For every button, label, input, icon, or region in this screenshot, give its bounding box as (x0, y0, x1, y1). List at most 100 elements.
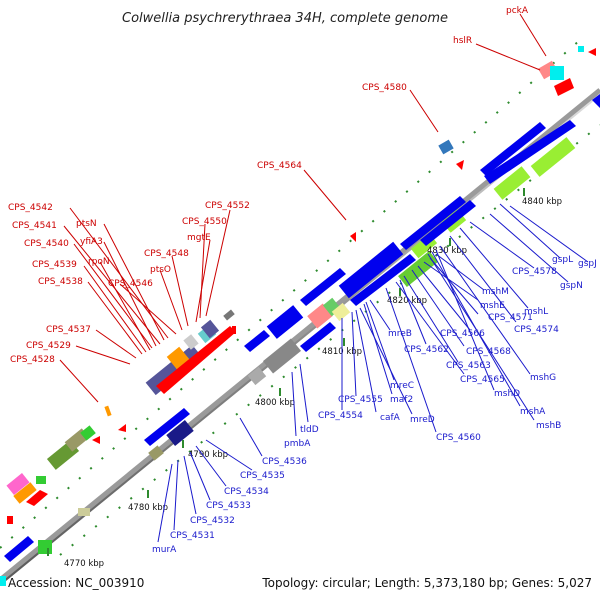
gene-label: CPS_4568 (466, 347, 511, 357)
gene-label: murA (152, 545, 177, 555)
track-inner-dots (59, 124, 600, 556)
gene-arrow (92, 436, 100, 444)
gene-label: mreB (388, 329, 412, 339)
gene-label: maf2 (390, 395, 413, 405)
gene-label: CPS_4529 (26, 341, 71, 351)
scale-label: 4780 kbp (128, 503, 168, 513)
gene-label: CPS_4555 (338, 395, 383, 405)
gene-label: CPS_4564 (257, 161, 302, 171)
gene-label: pckA (506, 6, 529, 16)
gene-block (166, 420, 194, 446)
gene-block (338, 241, 404, 299)
scale-label: 4830 kbp (427, 246, 467, 256)
gene-block (38, 540, 52, 554)
gene-block (493, 166, 531, 200)
gene-arrow-cluster (350, 254, 416, 306)
scale-label: 4770 kbp (64, 559, 104, 569)
gene-label: gspN (560, 281, 583, 291)
gene-label: cafA (380, 413, 401, 423)
gene-label: CPS_4535 (240, 471, 285, 481)
scale-label: 4820 kbp (387, 296, 427, 306)
gene-label: mshL (524, 307, 548, 317)
gene-label: CPS_4540 (24, 239, 69, 249)
gene-label: CPS_4562 (404, 345, 449, 355)
gene-block (262, 338, 302, 374)
gene-arrow (118, 424, 126, 432)
gene-label: CPS_4533 (206, 501, 251, 511)
gene-label: CPS_4532 (190, 516, 235, 526)
gene-arrow-cluster (300, 268, 346, 306)
gene-arrow-cluster (420, 200, 476, 246)
gene-label: mshB (536, 421, 561, 431)
accession-text: Accession: NC_003910 (8, 576, 144, 590)
scale-label: 4800 kbp (255, 398, 295, 408)
gene-block (13, 482, 37, 504)
gene-arrow (4, 536, 34, 562)
genes-reverse-strand (0, 94, 600, 586)
gene-arrow-cluster (144, 408, 190, 446)
gene-label: CPS_4538 (38, 277, 83, 287)
gene-label: pmbA (284, 439, 311, 449)
gene-block (307, 303, 333, 329)
gene-label: CPS_4566 (440, 329, 485, 339)
gene-arrow-cluster (400, 196, 466, 250)
gene-block (148, 445, 164, 461)
gene-block (398, 250, 438, 288)
red-callout-lines (59, 13, 547, 403)
gene-label: CPS_4580 (362, 83, 407, 93)
gene-block (530, 137, 576, 177)
blue-gene-labels: gspL gspJ gspN CPS_4578 mshL CPS_4574 ms… (152, 255, 597, 555)
gene-label: mshE (480, 301, 505, 311)
gene-arrow (26, 490, 48, 506)
blue-callout-lines (157, 203, 589, 543)
gene-label: CPS_4541 (12, 221, 57, 231)
gene-block (247, 366, 267, 386)
gene-block (438, 139, 454, 155)
scale-label: 4790 kbp (188, 450, 228, 460)
gene-label: mshD (494, 389, 520, 399)
gene-label: CPS_4560 (436, 433, 481, 443)
gene-label: CPS_4534 (224, 487, 269, 497)
gene-block (7, 516, 13, 524)
gene-label: CPS_4546 (108, 279, 153, 289)
gene-arrow-cluster (484, 120, 576, 184)
gene-label: CPS_4548 (144, 249, 189, 259)
gene-label: mshM (482, 287, 509, 297)
gene-label: hslR (453, 36, 472, 46)
gene-label: ptsO (150, 265, 171, 275)
red-gene-labels: pckA hslR CPS_4580 CPS_4564 CPS_4552 CPS… (8, 6, 529, 365)
gene-label: CPS_4574 (514, 325, 559, 335)
gene-block (550, 66, 564, 80)
gene-label: rpoN (88, 257, 110, 267)
gene-label: CPS_4554 (318, 411, 363, 421)
gene-block (78, 508, 90, 516)
genome-summary-text: Topology: circular; Length: 5,373,180 bp… (261, 576, 592, 590)
map-title: Colwellia psychrerythraea 34H, complete … (122, 11, 448, 26)
gene-arrow-cluster (480, 122, 546, 176)
gene-arrow (588, 48, 596, 56)
scale-label: 4840 kbp (522, 197, 562, 207)
gene-block (0, 576, 6, 586)
gene-block (331, 302, 351, 322)
gene-block (538, 60, 558, 80)
gene-block (232, 326, 236, 334)
gene-arrow (554, 78, 574, 96)
gene-label: CPS_4539 (32, 260, 77, 270)
gene-block (36, 476, 46, 484)
gene-arrow (456, 160, 464, 170)
gene-arrow-cluster (156, 326, 236, 394)
gene-block (145, 344, 203, 396)
gene-label: gspL (552, 255, 573, 265)
gene-block (200, 319, 220, 339)
gene-label: mshA (520, 407, 546, 417)
gene-label: yfiA3 (80, 237, 103, 247)
gene-block (6, 473, 30, 495)
gene-arrow (592, 94, 600, 108)
gene-arrow (244, 330, 270, 352)
gene-block (80, 425, 96, 441)
gene-label: CPS_4571 (488, 313, 533, 323)
gene-label: ptsN (76, 219, 97, 229)
gene-label: tldD (300, 425, 319, 435)
gene-label: CPS_4550 (182, 217, 227, 227)
